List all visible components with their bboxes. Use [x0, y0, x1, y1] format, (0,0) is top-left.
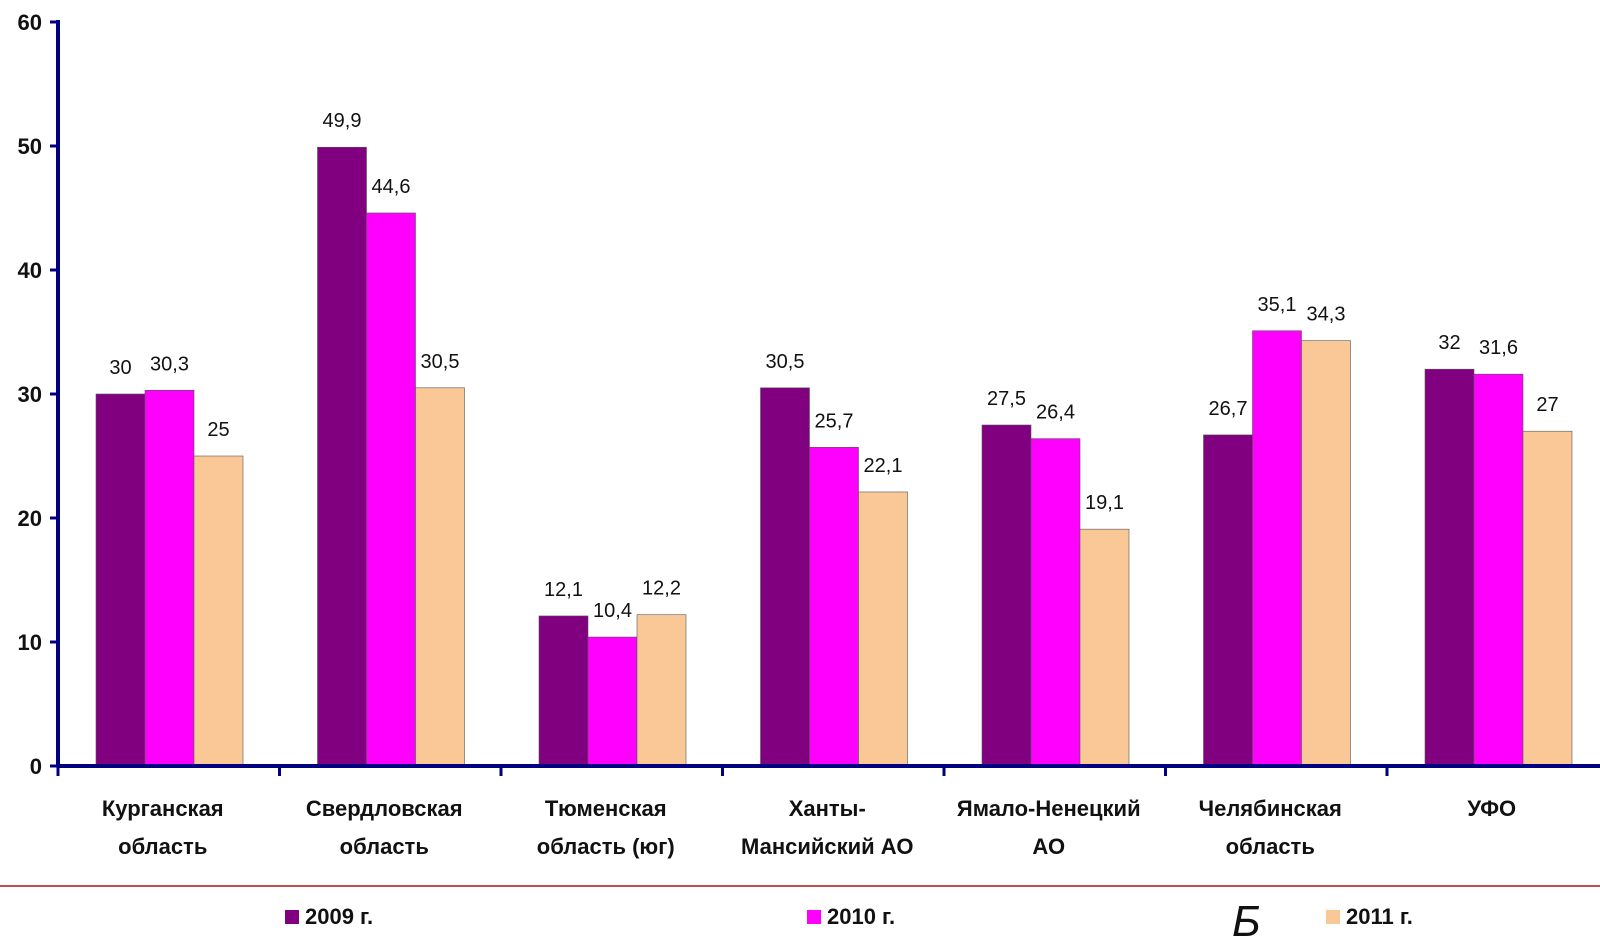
data-label-0-2: 12,1	[544, 579, 583, 601]
category-label-3-0: Ханты-	[789, 796, 866, 821]
legend-swatch-2009	[285, 910, 299, 924]
legend-label-2010: 2010 г.	[827, 904, 896, 929]
data-label-0-0: 30	[109, 357, 131, 379]
y-tick-label-1: 10	[18, 630, 42, 655]
y-tick-label-5: 50	[18, 134, 42, 159]
data-label-1-3: 25,7	[815, 410, 854, 432]
category-label-5-1: область	[1226, 834, 1315, 859]
y-tick-label-0: 0	[30, 754, 42, 779]
bar-2-6	[1522, 430, 1573, 767]
bar-2-3	[858, 491, 908, 767]
y-tick-label-4: 40	[18, 258, 42, 283]
data-label-1-4: 26,4	[1036, 402, 1075, 424]
data-label-2-1: 30,5	[421, 351, 460, 373]
data-label-2-3: 22,1	[864, 455, 903, 477]
category-label-4-0: Ямало-Ненецкий	[957, 796, 1141, 821]
legend-item-2010: 2010 г.	[807, 904, 896, 929]
data-label-1-5: 35,1	[1258, 294, 1297, 316]
bar-2-5	[1301, 340, 1351, 767]
bar-1-2	[587, 636, 638, 767]
data-label-0-4: 27,5	[987, 388, 1026, 410]
data-label-1-1: 44,6	[372, 176, 411, 198]
data-label-0-1: 49,9	[323, 110, 362, 132]
bar-0-1	[317, 146, 367, 767]
category-label-0-1: область	[118, 834, 207, 859]
bar-1-4	[1030, 438, 1081, 767]
data-label-2-2: 12,2	[642, 578, 681, 600]
legend-item-2011: 2011 г.	[1326, 904, 1413, 929]
bar-1-6	[1473, 373, 1524, 767]
category-label-3-1: Мансийский АО	[741, 834, 914, 859]
bar-0-3	[760, 387, 810, 767]
data-label-1-2: 10,4	[593, 600, 632, 622]
data-label-2-4: 19,1	[1085, 492, 1124, 514]
bar-1-3	[809, 447, 859, 767]
data-label-0-3: 30,5	[766, 351, 805, 373]
category-label-2-0: Тюменская	[545, 796, 667, 821]
legend-label-2011: 2011 г.	[1346, 904, 1413, 929]
bar-0-2	[538, 615, 589, 767]
data-label-0-6: 32	[1438, 332, 1460, 354]
y-tick-label-2: 20	[18, 506, 42, 531]
bar-0-0	[95, 393, 146, 767]
bar-0-5	[1203, 434, 1253, 767]
bar-1-0	[144, 389, 195, 767]
legend-swatch-2010	[807, 910, 821, 924]
bar-0-6	[1424, 368, 1475, 767]
data-label-1-6: 31,6	[1479, 337, 1518, 359]
category-label-1-1: область	[340, 834, 429, 859]
data-label-2-0: 25	[207, 419, 229, 441]
category-label-5-0: Челябинская	[1199, 796, 1342, 821]
y-tick-label-3: 30	[18, 382, 42, 407]
bar-2-4	[1079, 528, 1130, 767]
category-label-1-0: Свердловская	[306, 796, 463, 821]
bar-1-5	[1252, 330, 1302, 767]
category-label-6-0: УФО	[1467, 796, 1516, 821]
data-label-0-5: 26,7	[1209, 398, 1248, 420]
data-label-2-6: 27	[1536, 394, 1558, 416]
bar-0-4	[981, 424, 1032, 767]
bar-2-1	[415, 387, 465, 767]
legend-item-2009: 2009 г.	[285, 904, 374, 929]
data-label-1-0: 30,3	[150, 353, 189, 375]
bar-chart: 30 49,9 12,1 30,5 27,5 26,7 32 30,3 44,6 10,4 25,7…	[18, 10, 1600, 859]
y-tick-label-6: 60	[18, 10, 42, 35]
data-label-2-5: 34,3	[1307, 304, 1346, 326]
legend-label-2009: 2009 г.	[305, 904, 374, 929]
category-label-2-1: область (юг)	[537, 834, 675, 859]
stray-glyph: Б	[1232, 897, 1261, 946]
bar-2-0	[193, 455, 244, 767]
category-label-4-1: АО	[1032, 834, 1065, 859]
category-label-0-0: Курганская	[102, 796, 224, 821]
divider-line	[0, 885, 1600, 887]
legend-swatch-2011	[1326, 910, 1340, 924]
bar-1-1	[366, 212, 416, 767]
bar-2-2	[636, 614, 687, 767]
